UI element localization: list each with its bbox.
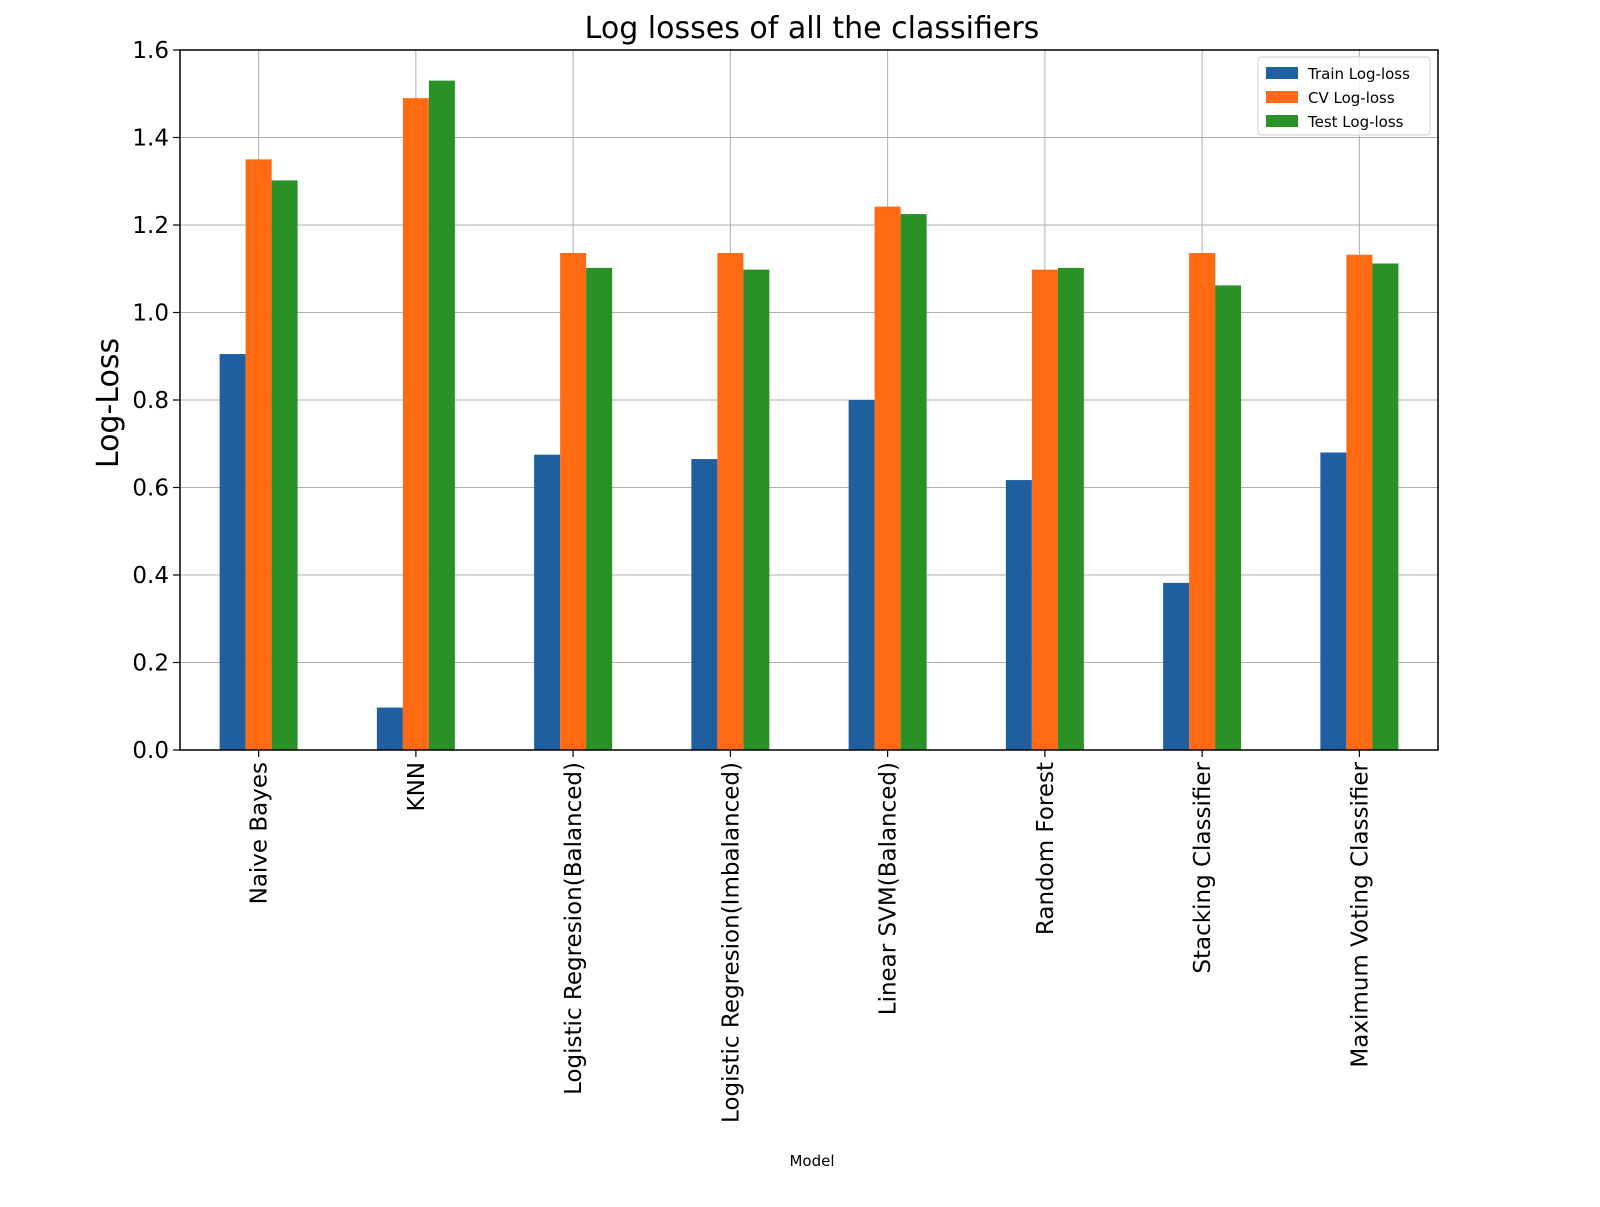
bar-cv-log-loss-3 [717,253,744,750]
y-tick-label: 1.0 [132,301,169,327]
y-tick-label: 0.8 [132,388,169,414]
bar-test-log-loss-0 [271,180,298,750]
x-axis-ticks: Naive Bayes KNN Logistic Regresion(Balance… [247,750,1373,1123]
x-tick-label: Random Forest [1033,762,1059,935]
x-tick-label: Logistic Regresion(Imbalanced) [718,762,744,1123]
y-tick-label: 0.6 [132,476,169,502]
bar-train-log-loss-5 [1005,480,1032,750]
y-tick-label: 1.6 [132,38,169,64]
bar-test-log-loss-5 [1057,267,1084,750]
y-tick-label: 0.0 [132,738,169,764]
bar-train-log-loss-4 [848,400,875,750]
legend-label: Test Log-loss [1307,113,1404,131]
y-tick-label: 1.2 [132,213,169,239]
x-tick-label: Linear SVM(Balanced) [876,762,902,1015]
y-axis-label: Log-Loss [91,338,126,468]
bar-cv-log-loss-6 [1189,253,1216,750]
y-tick-label: 0.2 [132,651,169,677]
x-axis-label: Model [789,1152,834,1170]
x-tick-label: Stacking Classifier [1190,761,1216,973]
bar-test-log-loss-7 [1372,263,1399,750]
bar-train-log-loss-0 [219,354,246,750]
y-tick-label: 1.4 [132,126,169,152]
bar-cv-log-loss-2 [560,253,587,750]
legend-swatch [1266,115,1298,127]
legend-label: Train Log-loss [1307,65,1410,83]
bar-cv-log-loss-4 [874,206,901,750]
bar-test-log-loss-2 [586,267,613,750]
legend-box [1257,56,1431,136]
y-axis-ticks: 0.0 0.2 0.4 0.6 0.8 1.0 1.2 1.4 1.6 [132,38,180,764]
legend-swatch [1266,91,1298,103]
bar-train-log-loss-1 [376,707,403,750]
bar-train-log-loss-6 [1163,582,1190,750]
bars [219,80,1399,750]
bar-cv-log-loss-1 [402,98,429,750]
x-tick-label: Naive Bayes [247,762,273,904]
bar-cv-log-loss-5 [1031,269,1058,750]
legend-label: CV Log-loss [1308,89,1395,107]
x-tick-label: Maximum Voting Classifier [1347,761,1373,1067]
bar-cv-log-loss-0 [245,159,272,750]
legend-swatch [1266,67,1298,79]
chart-title: Log losses of all the classifiers [585,11,1040,46]
y-tick-label: 0.4 [132,563,169,589]
bar-train-log-loss-3 [691,459,718,750]
legend: Train Log-loss CV Log-loss Test Log-loss [1257,56,1431,136]
x-tick-label: Logistic Regresion(Balanced) [561,762,587,1095]
x-tick-label: KNN [404,762,430,812]
grid-lines [180,49,1438,751]
bar-train-log-loss-2 [534,454,561,750]
bar-train-log-loss-7 [1320,452,1347,750]
bar-test-log-loss-6 [1215,285,1242,750]
bar-test-log-loss-4 [900,214,927,750]
bar-cv-log-loss-7 [1346,254,1373,750]
bar-test-log-loss-1 [428,80,455,750]
bar-test-log-loss-3 [743,269,770,750]
